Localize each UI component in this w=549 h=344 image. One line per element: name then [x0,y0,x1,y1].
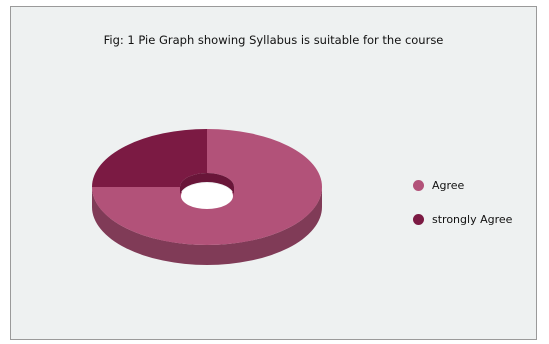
pie-side-0 [92,187,322,265]
legend-swatch-strongly-agree [413,214,424,225]
legend-swatch-agree [413,180,424,191]
donut-hole [181,183,233,209]
legend-item-agree: Agree [413,179,464,192]
donut-hole-wall [180,173,234,196]
legend-label-strongly-agree: strongly Agree [432,213,513,226]
pie-slice-0 [92,129,322,245]
legend-item-strongly-agree: strongly Agree [413,213,512,226]
pie-slice-1 [92,129,207,187]
chart-title: Fig: 1 Pie Graph showing Syllabus is sui… [103,33,444,47]
pie-chart [92,129,322,265]
chart-frame: Fig: 1 Pie Graph showing Syllabus is sui… [10,6,537,340]
legend-label-agree: Agree [432,179,465,192]
